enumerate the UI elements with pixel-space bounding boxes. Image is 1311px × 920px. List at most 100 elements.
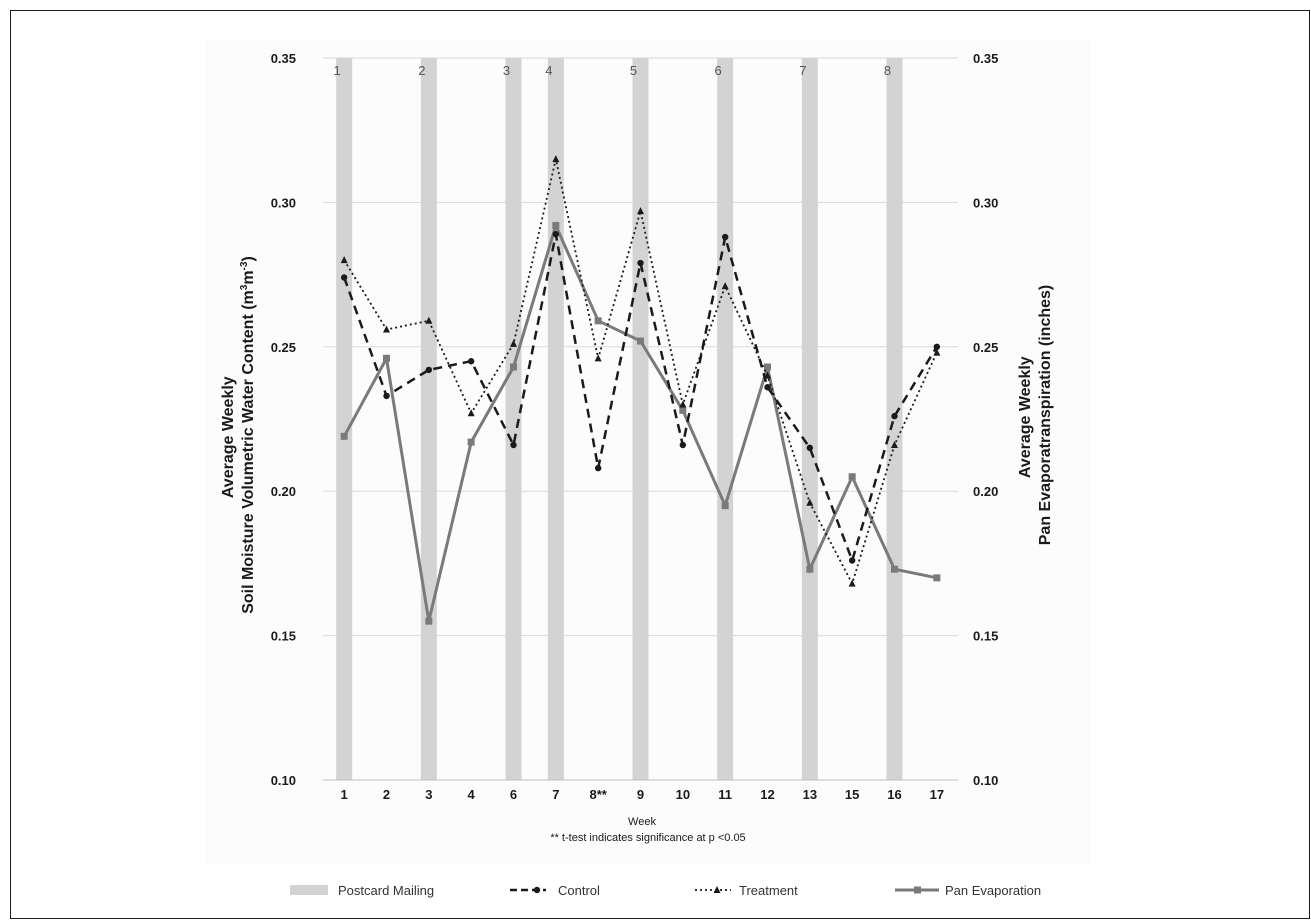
legend-marker-pan-evaporation [914,886,921,894]
pan-evaporation-point [933,574,941,582]
treatment-point [891,440,898,448]
x-tick-label: 8** [589,787,607,802]
postcard-mailing-label: 2 [418,63,425,78]
pan-evaporation-point [848,473,856,481]
x-tick-label: 3 [425,787,432,802]
legend-label: Treatment [739,883,798,898]
postcard-mailing-bar [632,58,649,780]
postcard-mailing-bar [801,58,818,780]
control-point [721,233,729,241]
control-point [425,366,433,374]
x-tick-label: 4 [468,787,476,802]
pan-evaporation-point [467,438,475,446]
series-lines [340,155,941,625]
control-point [552,230,560,238]
pan-evaporation-point [891,565,898,573]
pan-evaporation-point [594,317,602,325]
x-tick-label: 6 [510,787,517,802]
postcard-mailing-bar [547,58,564,780]
legend-label: Control [558,883,600,898]
control-point [848,557,856,564]
treatment-point [510,339,517,347]
control-point [637,259,644,267]
treatment-point [637,207,644,215]
postcard-mailing-label: 3 [503,63,510,78]
x-tick-label: 1 [341,787,348,802]
treatment-point [806,498,814,506]
x-axis-title: Week [628,816,656,828]
control-line [343,233,938,565]
pan-evaporation-point [637,337,644,345]
control-point [594,464,602,472]
y-tick-label-left: 0.20 [271,484,296,499]
y-axis-title-right: Average Weekly Pan Evaporatranspiration … [1017,285,1054,546]
postcard-mailing-bar [336,58,353,780]
control-point [764,384,771,391]
y-axis-title-left: Average Weekly Soil Moisture Volumetric … [220,256,257,614]
y-tick-label-left: 0.30 [271,195,296,210]
control-point [891,412,898,420]
control-point [510,441,517,449]
y-tick-label-right: 0.25 [973,340,998,355]
treatment-point [594,354,602,362]
pan-evaporation-point [510,363,517,371]
treatment-point [383,325,390,333]
postcard-mailing-label: 5 [630,63,637,78]
treatment-point [721,282,729,290]
legend: Postcard Mailing Control Treatment Pan Evap… [290,883,1041,898]
pan-evaporation-point [383,354,390,362]
axes: 0.35 0.30 0.25 0.20 0.15 0.10 0.35 0.30 0.25 0.20… [271,51,999,802]
x-tick-label: 7 [552,787,559,802]
treatment-point [679,400,687,408]
treatment-line [343,158,938,586]
x-tick-label: 12 [760,787,774,802]
x-tick-label: 2 [383,787,390,802]
postcard-mailing-bar [505,58,522,780]
postcard-mailing-label: 4 [545,63,552,78]
x-tick-label: 13 [803,787,817,802]
postcard-mailing-label: 6 [715,63,722,78]
y-tick-label-right: 0.10 [973,773,998,788]
postcard-mailing-label: 8 [884,63,891,78]
treatment-point [552,155,560,163]
treatment-point [933,348,941,356]
legend-swatch-postcard-mailing [290,885,328,895]
legend-label: Postcard Mailing [338,883,434,898]
y-tick-label-left: 0.35 [271,51,296,66]
pan-evaporation-point [721,502,729,510]
y-tick-label-right: 0.15 [973,629,998,644]
pan-evaporation-point [552,222,560,230]
x-tick-label: 15 [845,787,859,802]
x-tick-label: 11 [718,787,732,802]
legend-label: Pan Evaporation [945,883,1041,898]
pan-evaporation-point [806,565,814,573]
y-tick-label-right: 0.30 [973,195,998,210]
postcard-mailing-label: 1 [334,63,341,78]
y-tick-label-right: 0.35 [973,51,998,66]
y-tick-label-right: 0.20 [973,484,998,499]
x-tick-label: 9 [637,787,644,802]
postcard-mailing-bar [717,58,734,780]
control-point [806,444,814,452]
treatment-point [848,579,856,587]
control-point [933,343,941,350]
control-point [679,441,687,449]
postcard-mailing-label: 7 [799,63,806,78]
pan-evaporation-point [425,617,433,625]
significance-note: ** t-test indicates significance at p <0… [550,832,745,844]
x-tick-label: 10 [676,787,690,802]
pan-evaporation-point [340,432,348,440]
y-tick-label-left: 0.10 [271,773,296,788]
control-point [467,358,475,365]
treatment-point [467,409,475,417]
y-tick-label-left: 0.25 [271,340,296,355]
treatment-point [425,316,433,324]
control-point [383,392,390,400]
postcard-mailing-bar [420,58,437,780]
x-tick-label: 16 [887,787,901,802]
treatment-point [764,371,771,379]
legend-marker-control [533,886,541,894]
y-tick-label-left: 0.15 [271,629,296,644]
control-point [340,274,348,281]
